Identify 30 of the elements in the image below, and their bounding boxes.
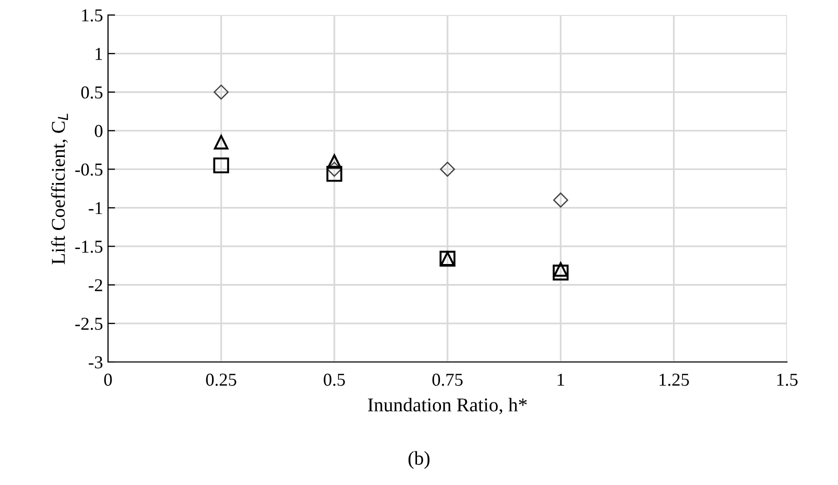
y-tick-label: 1 — [96, 48, 102, 60]
point — [440, 162, 455, 177]
point — [552, 264, 569, 280]
point — [326, 162, 342, 177]
point — [214, 84, 229, 100]
point — [326, 166, 342, 182]
point — [553, 192, 568, 208]
point — [213, 157, 230, 174]
x-tick-label: 1.5 — [777, 374, 798, 386]
x-tick-label: 1.25 — [660, 374, 689, 386]
point — [327, 154, 342, 169]
x-tick-label: 0.25 — [206, 374, 236, 386]
x-tick-label: 0.75 — [432, 374, 463, 386]
point — [214, 135, 228, 150]
y-tick-label: -1.5 — [75, 240, 102, 253]
y-tick-label: -2.5 — [75, 318, 102, 330]
x-tick-label: 0 — [104, 374, 112, 386]
y-tick-label: -3 — [88, 356, 102, 368]
y-tick-label: 0.5 — [81, 86, 102, 99]
y-axis-title: Lift Coefficient, C$_{L}$ — [51, 114, 68, 264]
x-tick-label: 1 — [558, 374, 564, 386]
x-axis-title: Inundation Ratio, h* — [368, 398, 527, 414]
text: (b) — [408, 451, 430, 469]
y-tick-label: 0 — [94, 124, 102, 138]
point — [553, 262, 568, 277]
y-tick-label: 1.5 — [82, 9, 102, 22]
y-tick-label: -0.5 — [75, 163, 102, 176]
y-tick-label: -1 — [88, 202, 102, 214]
x-tick-label: 0.5 — [324, 374, 345, 386]
y-tick-label: -2 — [88, 279, 102, 292]
